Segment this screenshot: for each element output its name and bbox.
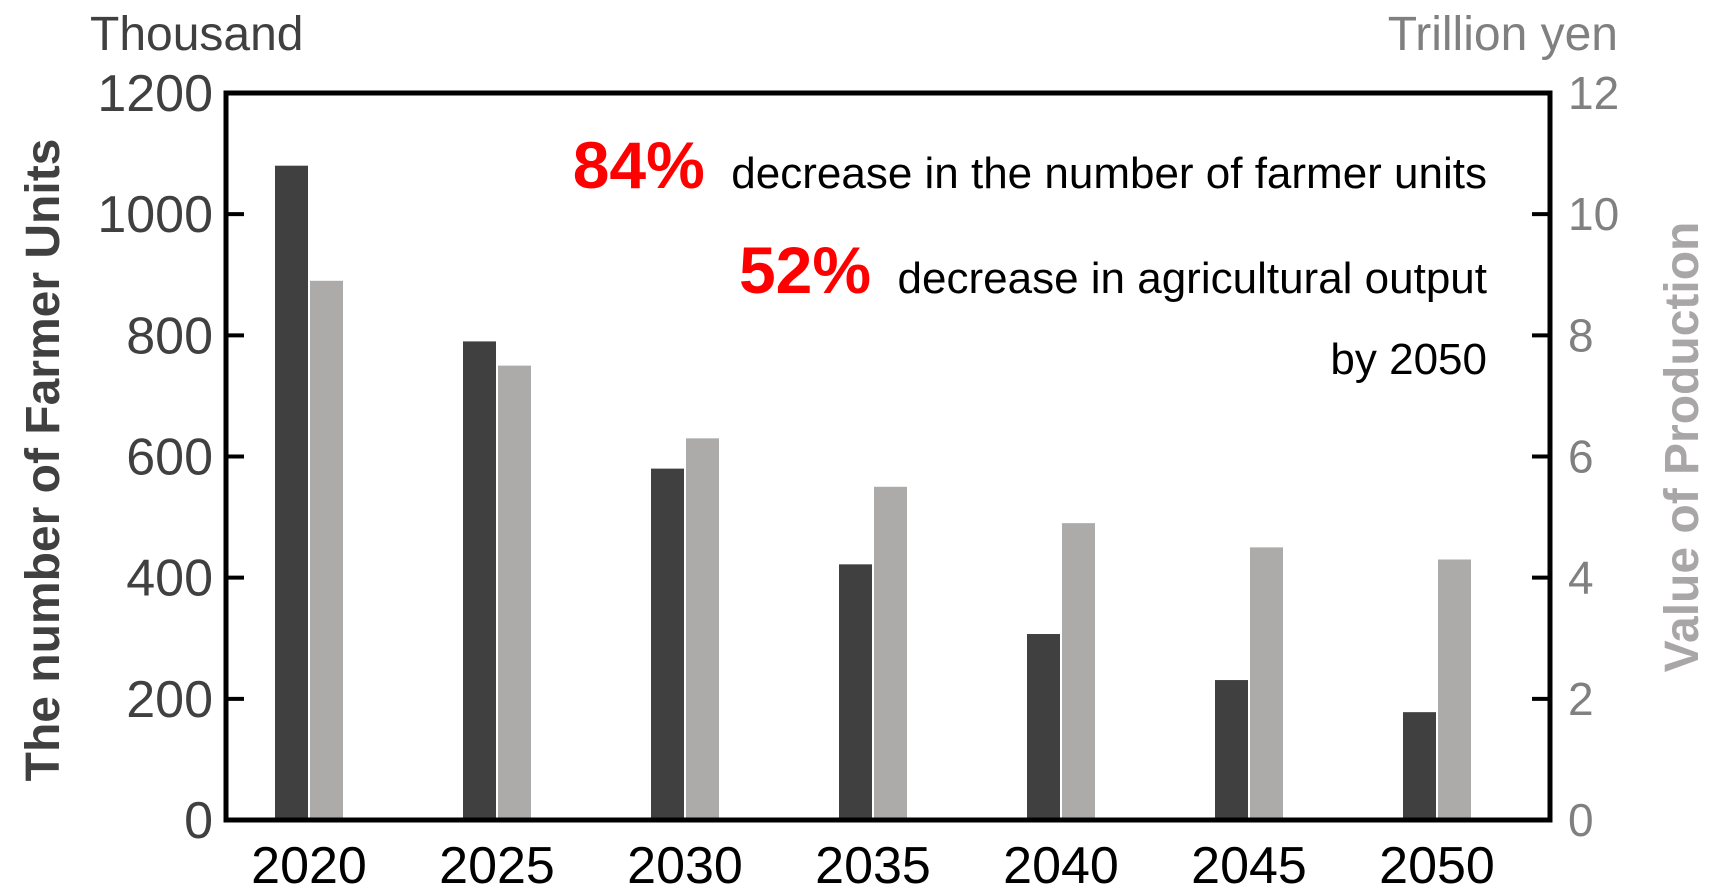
left-tick-label: 1200 [97, 65, 213, 123]
left-axis-title: The number of Farmer Units [17, 139, 70, 782]
left-tick-label: 600 [126, 429, 213, 487]
annotation-line-2-text: decrease in agricultural output [898, 254, 1487, 303]
left-tick-label: 800 [126, 307, 213, 365]
production-value-bar-2030 [686, 438, 719, 820]
x-tick-label: 2030 [627, 837, 743, 890]
right-tick-label: 0 [1568, 794, 1594, 846]
right-axis-unit: Trillion yen [1388, 8, 1618, 61]
annotation-line-2: 52% decrease in agricultural output [739, 233, 1487, 307]
farmer-units-bar-2050 [1403, 712, 1436, 820]
right-tick-label: 2 [1568, 673, 1594, 725]
left-tick-label: 400 [126, 550, 213, 608]
right-tick-label: 6 [1568, 431, 1594, 483]
left-tick-label: 0 [184, 792, 213, 850]
right-tick-label: 8 [1568, 309, 1594, 361]
plot-frame [223, 90, 1553, 823]
x-tick-label: 2045 [1191, 837, 1307, 890]
right-tick-label: 12 [1568, 67, 1619, 119]
annotation-line-1-percent: 84% [573, 128, 705, 202]
farmer-units-bar-2035 [839, 564, 872, 820]
bars-group [275, 165, 1471, 820]
x-tick-label: 2025 [439, 837, 555, 890]
right-axis-title: Value of Production [1656, 222, 1709, 673]
production-value-bar-2050 [1438, 559, 1471, 820]
annotation-line-3: by 2050 [1330, 335, 1487, 384]
x-tick-label: 2050 [1379, 837, 1495, 890]
farmer-units-bar-2030 [651, 468, 684, 820]
farmer-units-bar-2025 [463, 341, 496, 820]
right-tick-label: 10 [1568, 188, 1619, 240]
ticks-group: 2020 2025 2030 2035 2040 2045 2050020040060080… [97, 65, 1619, 890]
x-tick-label: 2035 [815, 837, 931, 890]
left-axis-unit: Thousand [90, 8, 304, 61]
left-tick-label: 1000 [97, 186, 213, 244]
production-value-bar-2035 [874, 486, 907, 820]
annotation-line-1: 84% decrease in the number of farmer uni… [573, 128, 1487, 202]
farmer-units-bar-2040 [1027, 634, 1060, 820]
production-value-bar-2045 [1250, 547, 1283, 820]
right-tick-label: 4 [1568, 552, 1594, 604]
x-tick-label: 2040 [1003, 837, 1119, 890]
x-tick-label: 2020 [251, 837, 367, 890]
production-value-bar-2040 [1062, 523, 1095, 820]
annotation-line-2-percent: 52% [739, 233, 871, 307]
production-value-bar-2020 [310, 280, 343, 820]
left-tick-label: 200 [126, 671, 213, 729]
farmer-units-bar-2045 [1215, 680, 1248, 820]
farmer-units-bar-2020 [275, 165, 308, 820]
annotation-line-1-text: decrease in the number of farmer units [731, 149, 1487, 198]
production-value-bar-2025 [498, 365, 531, 820]
